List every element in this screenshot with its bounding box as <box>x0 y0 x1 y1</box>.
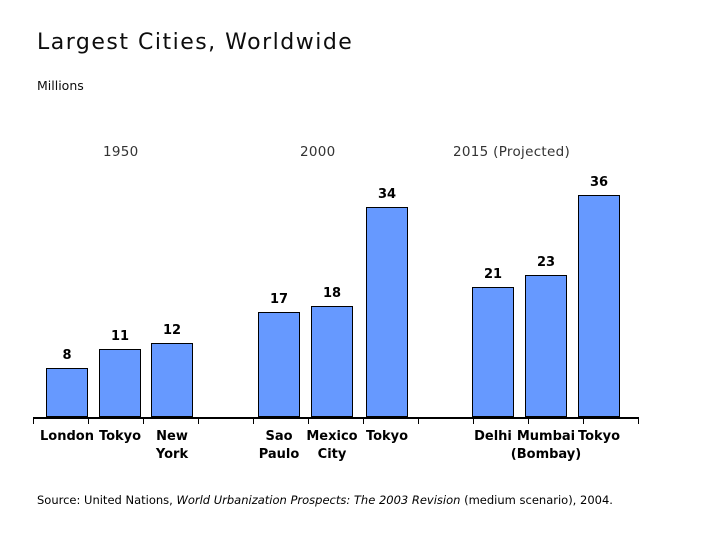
axis-tick <box>33 418 34 424</box>
category-label: Sao Paulo <box>258 429 300 462</box>
bar-value-label: 17 <box>269 292 289 307</box>
category-label: Mexico City <box>306 429 358 462</box>
axis-tick <box>308 418 309 424</box>
axis-tick <box>418 418 419 424</box>
axis-tick <box>583 418 584 424</box>
category-label: New York <box>155 429 189 462</box>
bar-value-label: 18 <box>322 286 342 301</box>
units-label: Millions <box>37 78 84 93</box>
category-label: Tokyo <box>98 429 142 444</box>
bar-value-label: 21 <box>483 267 503 282</box>
bar-mexico-city <box>311 306 353 417</box>
source-suffix: (medium scenario), 2004. <box>460 493 613 507</box>
axis-tick <box>638 418 639 424</box>
bar-london <box>46 368 88 417</box>
axis-tick <box>253 418 254 424</box>
bar-tokyo <box>99 349 141 417</box>
bar-sao-paulo <box>258 312 300 417</box>
source-italic-title: World Urbanization Prospects: The 2003 R… <box>176 493 461 507</box>
bar-value-label: 12 <box>162 323 182 338</box>
category-label: London <box>40 429 94 444</box>
bar-value-label: 11 <box>110 329 130 344</box>
category-label: Tokyo <box>365 429 409 444</box>
group-label-1950: 1950 <box>103 144 139 160</box>
axis-tick <box>473 418 474 424</box>
category-label: Tokyo <box>577 429 621 444</box>
bar-delhi <box>472 287 514 417</box>
bar-value-label: 36 <box>589 175 609 190</box>
axis-tick <box>88 418 89 424</box>
bar-value-label: 34 <box>377 187 397 202</box>
bar-value-label: 8 <box>62 348 72 363</box>
axis-tick <box>528 418 529 424</box>
axis-tick <box>143 418 144 424</box>
bar-new-york <box>151 343 193 417</box>
x-axis-line <box>33 417 639 419</box>
bar-tokyo <box>366 207 408 417</box>
chart-title: Largest Cities, Worldwide <box>37 30 354 55</box>
category-label: Mumbai (Bombay) <box>510 429 582 462</box>
source-prefix: Source: United Nations, <box>37 493 177 507</box>
source-note: Source: United Nations, World Urbanizati… <box>37 493 613 508</box>
bar-mumbai-bombay <box>525 275 567 417</box>
bar-value-label: 23 <box>536 255 556 270</box>
group-label-2015: 2015 (Projected) <box>453 144 571 160</box>
category-label: Delhi <box>474 429 512 444</box>
group-label-2000: 2000 <box>300 144 336 160</box>
axis-tick <box>363 418 364 424</box>
bar-tokyo <box>578 195 620 417</box>
axis-tick <box>198 418 199 424</box>
